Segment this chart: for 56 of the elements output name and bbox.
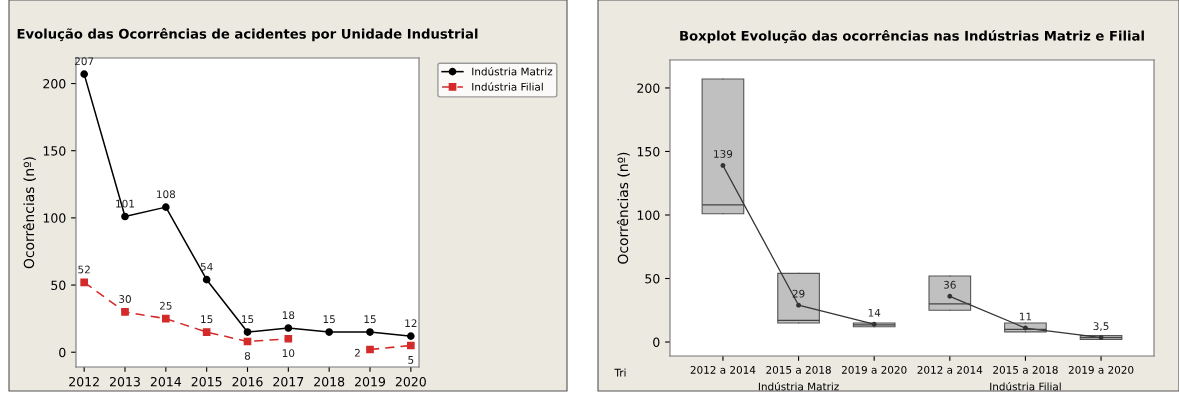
data-label: 12 (405, 319, 417, 327)
text: 3,5 (1093, 322, 1109, 332)
y-tick-label: 50 (51, 280, 66, 290)
y-tick-label: 100 (43, 213, 66, 223)
chart-title: Boxplot Evolução das ocorrências nas Indústrias Matriz e Filial (680, 30, 1144, 44)
y-tick-label: 200 (43, 79, 66, 89)
text: 36 (943, 280, 956, 289)
data-label: 2 (354, 348, 360, 357)
x-tick-label: 2013 (110, 376, 140, 387)
y-tick-label: 150 (637, 146, 660, 157)
y-tick-label: 50 (645, 273, 660, 284)
data-label: 30 (119, 295, 131, 303)
y-tick-label: 100 (637, 210, 660, 220)
data-label: 15 (201, 315, 213, 324)
x-tick-label: 2012 a 2014 (690, 365, 756, 374)
data-label: 18 (282, 311, 295, 320)
x-tick-label: 2015 (191, 376, 222, 387)
text: Indústria Filial (990, 381, 1061, 391)
data-label: 15 (364, 315, 376, 324)
data-label: 54 (200, 262, 213, 271)
x-tick-label: 2019 a 2020 (1068, 365, 1134, 374)
y-axis-title: Ocorrências (nº) (22, 157, 36, 269)
x-tick-label: 2014 (150, 376, 182, 387)
y-tick-label: 200 (637, 83, 660, 93)
data-label: 25 (159, 301, 172, 310)
x-tick-label: 2012 a 2014 (917, 365, 983, 374)
text: Indústria Matriz (758, 381, 839, 391)
data-label: 15 (242, 315, 254, 324)
data-label: 207 (74, 57, 94, 66)
y-axis-title: Ocorrências (nº) (616, 152, 630, 264)
x-tick-label: 2019 (355, 376, 386, 387)
x-tick-label: 2015 a 2018 (766, 365, 831, 374)
text: 14 (868, 308, 881, 317)
data-label: 8 (244, 351, 251, 360)
x-tick-label: 2020 (395, 376, 426, 387)
data-label: 10 (282, 349, 295, 358)
x-tick-label: 2019 a 2020 (841, 365, 907, 374)
text: Tri (614, 368, 626, 377)
y-tick-label: 150 (43, 146, 66, 156)
y-tick-label: 0 (653, 337, 660, 347)
x-tick-label: 2015 a 2018 (993, 365, 1058, 374)
y-tick-label: 0 (59, 347, 66, 358)
data-label: 52 (78, 265, 90, 274)
data-label: 5 (408, 356, 414, 364)
x-tick-label: 2018 (314, 376, 345, 387)
x-tick-label: 2012 (69, 376, 99, 387)
legend-label: Indústria Filial (472, 82, 543, 91)
data-label: 108 (157, 190, 176, 199)
text: 29 (792, 289, 805, 298)
data-label: 15 (323, 315, 335, 324)
chart-title: Evolução das Ocorrências de acidentes por Unidade Industrial (17, 28, 478, 42)
text: 11 (1019, 312, 1032, 321)
text: 139 (714, 149, 733, 158)
legend-label: Indústria Matriz (472, 66, 553, 76)
x-tick-label: 2017 (273, 376, 304, 387)
x-tick-label: 2016 (232, 376, 263, 387)
